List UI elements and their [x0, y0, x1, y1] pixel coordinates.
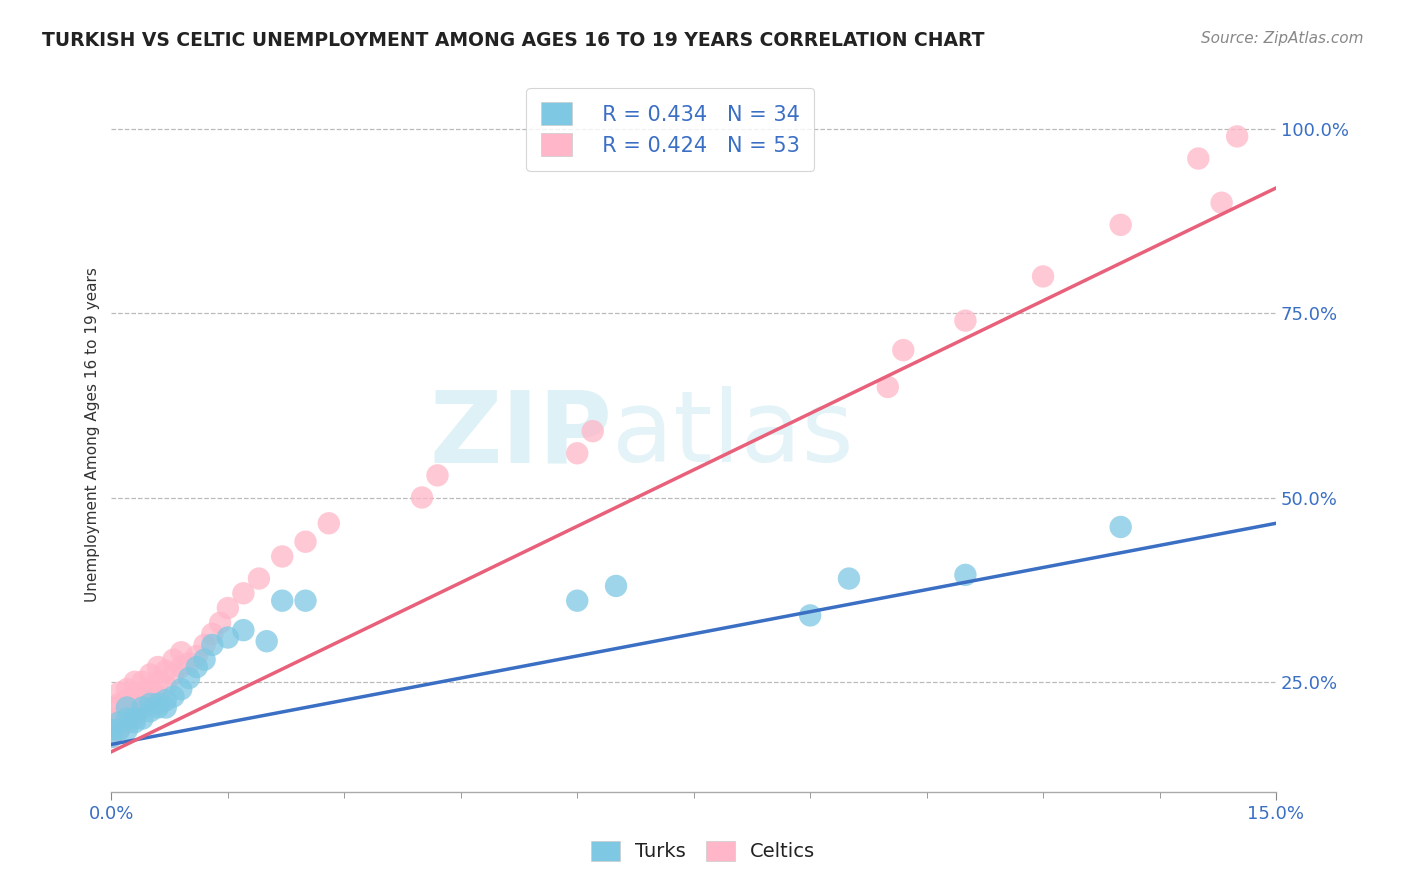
Point [1211, 195, 1233, 210]
Point [271, 549, 294, 564]
Point [162, 690, 184, 704]
Point [177, 671, 200, 685]
Point [411, 491, 433, 505]
Point [146, 697, 169, 711]
Point [108, 712, 131, 726]
Point [799, 608, 821, 623]
Point [131, 700, 153, 714]
Point [100, 730, 122, 744]
Point [115, 715, 138, 730]
Point [170, 645, 193, 659]
Point [1109, 520, 1132, 534]
Point [955, 567, 977, 582]
Point [100, 723, 122, 737]
Point [115, 700, 138, 714]
Point [124, 697, 146, 711]
Point [124, 674, 146, 689]
Point [108, 723, 131, 737]
Point [100, 730, 122, 744]
Point [256, 634, 278, 648]
Text: TURKISH VS CELTIC UNEMPLOYMENT AMONG AGES 16 TO 19 YEARS CORRELATION CHART: TURKISH VS CELTIC UNEMPLOYMENT AMONG AGE… [42, 31, 984, 50]
Legend:   R = 0.434   N = 34,   R = 0.424   N = 53: R = 0.434 N = 34, R = 0.424 N = 53 [526, 87, 814, 170]
Point [108, 697, 131, 711]
Point [115, 712, 138, 726]
Point [232, 623, 254, 637]
Point [582, 424, 605, 438]
Text: ZIP: ZIP [429, 386, 612, 483]
Point [115, 682, 138, 697]
Point [155, 678, 177, 692]
Point [139, 682, 162, 697]
Point [1109, 218, 1132, 232]
Point [139, 693, 162, 707]
Point [100, 712, 122, 726]
Point [131, 712, 153, 726]
Point [294, 534, 316, 549]
Point [955, 313, 977, 327]
Point [605, 579, 627, 593]
Point [115, 723, 138, 737]
Point [155, 700, 177, 714]
Point [131, 674, 153, 689]
Y-axis label: Unemployment Among Ages 16 to 19 years: Unemployment Among Ages 16 to 19 years [86, 268, 100, 602]
Point [115, 700, 138, 714]
Point [100, 700, 122, 714]
Point [567, 593, 589, 607]
Point [170, 682, 193, 697]
Point [201, 638, 224, 652]
Text: Source: ZipAtlas.com: Source: ZipAtlas.com [1201, 31, 1364, 46]
Point [876, 380, 898, 394]
Point [186, 648, 208, 663]
Point [271, 593, 294, 607]
Point [318, 516, 340, 531]
Point [108, 686, 131, 700]
Point [209, 615, 232, 630]
Point [131, 700, 153, 714]
Point [232, 586, 254, 600]
Point [177, 657, 200, 671]
Point [838, 572, 860, 586]
Point [294, 593, 316, 607]
Point [217, 601, 239, 615]
Point [1226, 129, 1249, 144]
Text: atlas: atlas [612, 386, 853, 483]
Point [162, 652, 184, 666]
Point [139, 697, 162, 711]
Point [139, 667, 162, 681]
Point [1032, 269, 1054, 284]
Point [891, 343, 914, 358]
Point [194, 652, 217, 666]
Legend: Turks, Celtics: Turks, Celtics [583, 833, 823, 869]
Point [247, 572, 270, 586]
Point [124, 686, 146, 700]
Point [108, 723, 131, 737]
Point [124, 715, 146, 730]
Point [146, 690, 169, 704]
Point [124, 707, 146, 722]
Point [124, 712, 146, 726]
Point [155, 693, 177, 707]
Point [426, 468, 449, 483]
Point [194, 638, 217, 652]
Point [115, 693, 138, 707]
Point [108, 715, 131, 730]
Point [146, 674, 169, 689]
Point [162, 667, 184, 681]
Point [217, 631, 239, 645]
Point [131, 690, 153, 704]
Point [146, 660, 169, 674]
Point [567, 446, 589, 460]
Point [186, 660, 208, 674]
Point [139, 704, 162, 718]
Point [201, 627, 224, 641]
Point [1187, 152, 1209, 166]
Point [155, 664, 177, 678]
Point [170, 660, 193, 674]
Point [146, 700, 169, 714]
